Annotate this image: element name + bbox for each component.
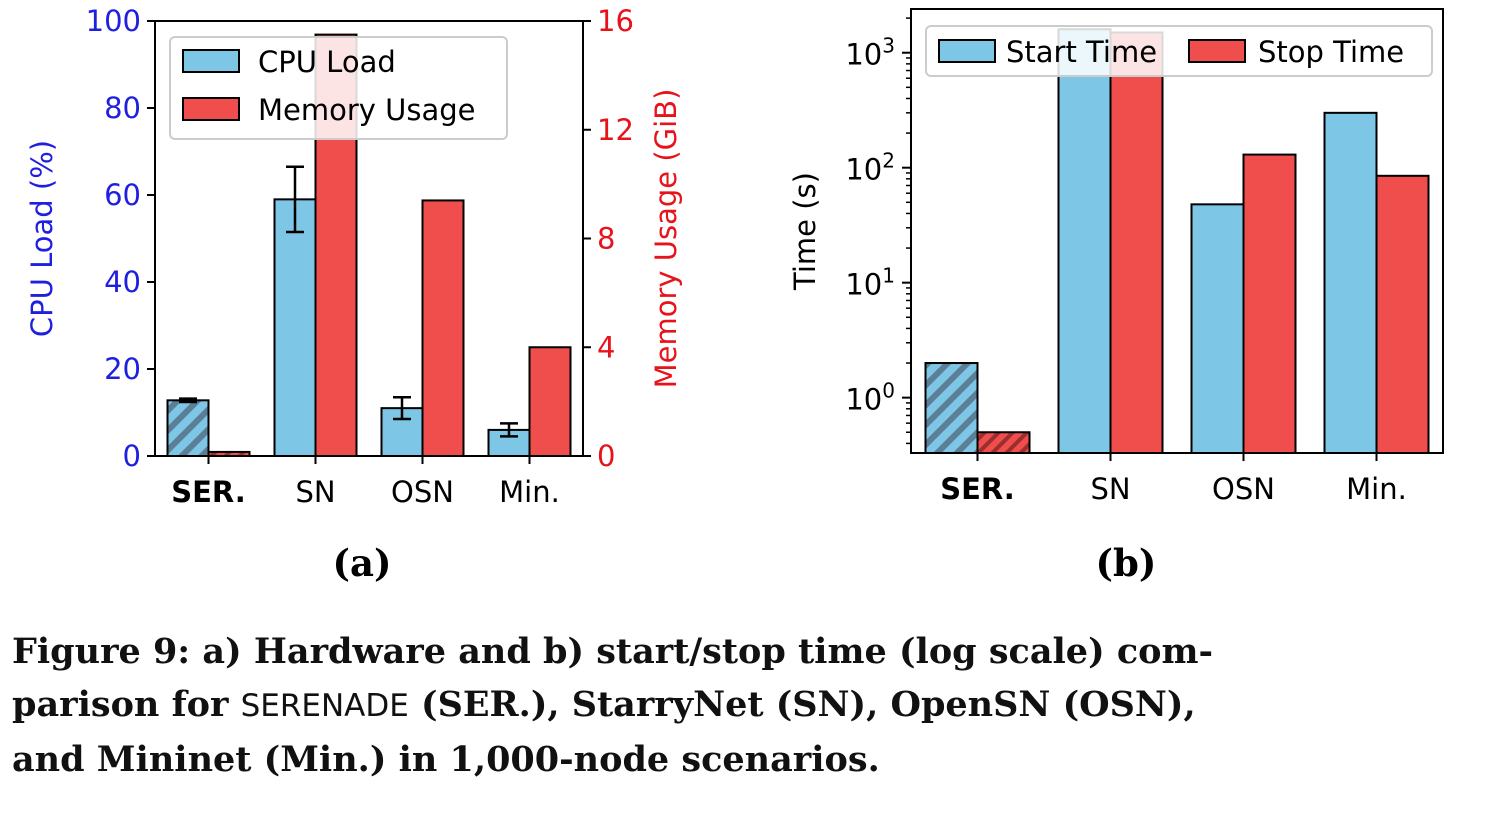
y-right-axis-title: Memory Usage (GiB) — [649, 89, 683, 389]
legend-box — [925, 25, 1433, 77]
stop-time-bar — [1242, 153, 1297, 454]
y-right-tick-label: 16 — [597, 4, 634, 38]
stop-time-bar — [1375, 174, 1430, 454]
stop-time-bar — [1109, 31, 1164, 454]
caption-line-2-end: (SER.), StarryNet (SN), OpenSN (OSN), — [408, 684, 1196, 725]
caption-system-name: SERENADE — [240, 688, 409, 724]
memory-usage-bar — [528, 346, 572, 457]
legend-swatch-start — [938, 39, 996, 63]
cpu-load-bar — [273, 198, 317, 457]
y-left-tick-label: 60 — [104, 178, 141, 212]
caption-line-3: and Mininet (Min.) in 1,000-node scenari… — [12, 739, 880, 780]
y-right-tick-label: 0 — [597, 439, 615, 473]
legend-box — [169, 36, 508, 140]
y-left-tick-label: 100 — [86, 4, 141, 38]
x-tick-label: SN — [1090, 472, 1130, 506]
y-left-tick-label: 0 — [123, 439, 141, 473]
start-time-bar — [1190, 203, 1245, 454]
caption-line-1: Figure 9: a) Hardware and b) start/stop … — [12, 631, 1214, 672]
legend-label-start: Start Time — [1006, 35, 1157, 69]
figure-caption: Figure 9: a) Hardware and b) start/stop … — [12, 625, 1502, 786]
y-tick-label: 100 — [845, 379, 895, 417]
x-tick-label: OSN — [391, 475, 454, 509]
figure-canvas: SER. SN OSN Min. 0 20 40 60 80 100 0 4 8 12 16 CPU Load… — [25, 4, 1444, 585]
y-right-tick-label: 12 — [597, 113, 634, 147]
panel-label-a: (a) — [333, 541, 392, 585]
legend-label-stop: Stop Time — [1258, 35, 1404, 69]
y-tick-label: 103 — [845, 34, 895, 72]
y-right-tick-label: 4 — [597, 330, 615, 364]
caption-line-2: parison for SERENADE (SER.), StarryNet (… — [12, 678, 1502, 733]
caption-line-2-start: parison for — [12, 684, 241, 725]
x-tick-label: SER. — [171, 475, 246, 509]
y-right-tick-label: 8 — [597, 222, 615, 256]
y-left-axis-title: CPU Load (%) — [25, 140, 59, 337]
legend-swatch-stop — [1188, 39, 1246, 63]
legend-label-memory: Memory Usage — [258, 93, 476, 127]
legend-swatch-memory — [182, 97, 240, 121]
panel-a-chart: SER. SN OSN Min. 0 20 40 60 80 100 0 4 8 12 16 CPU Load… — [25, 4, 683, 585]
panel-b-chart: SER. SN OSN Min. 100 101 102 103 Time (s) Start T… — [788, 8, 1444, 585]
y-left-tick-label: 20 — [104, 352, 141, 386]
y-tick-label: 102 — [845, 149, 895, 187]
y-left-tick-label: 80 — [104, 91, 141, 125]
y-axis-title: Time (s) — [788, 172, 822, 291]
memory-usage-bar — [421, 199, 465, 457]
x-tick-label: Min. — [499, 475, 560, 509]
stop-time-bar — [976, 431, 1031, 455]
x-tick-label: Min. — [1346, 472, 1407, 506]
legend-swatch-cpu — [182, 49, 240, 73]
start-time-bar — [1057, 28, 1112, 454]
cpu-load-bar — [166, 399, 210, 458]
start-time-bar — [1323, 111, 1378, 454]
legend-label-cpu: CPU Load — [258, 45, 396, 79]
y-left-tick-label: 40 — [104, 265, 141, 299]
start-time-bar — [924, 362, 979, 454]
panel-label-b: (b) — [1096, 541, 1157, 585]
x-tick-label: OSN — [1212, 472, 1275, 506]
x-tick-label: SN — [295, 475, 335, 509]
plot-frame — [910, 8, 1444, 454]
y-tick-label: 101 — [845, 264, 895, 302]
x-tick-label: SER. — [940, 472, 1015, 506]
